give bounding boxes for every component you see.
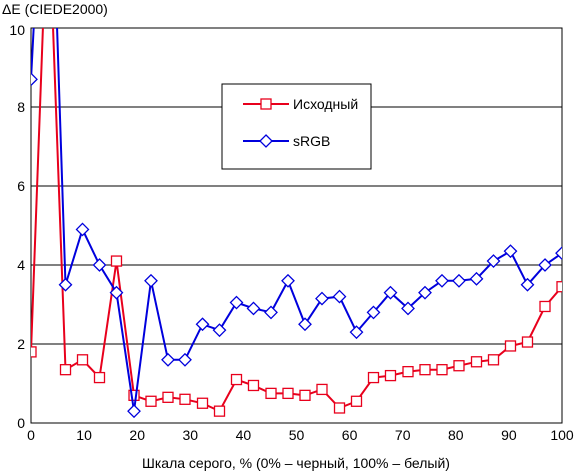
data-point <box>110 255 123 267</box>
x-axis-label: Шкала серого, % (0% – черный, 100% – бел… <box>142 455 450 471</box>
data-point <box>246 301 261 316</box>
y-tick-label: 8 <box>17 99 25 115</box>
data-point <box>212 323 227 338</box>
data-point <box>281 273 295 288</box>
y-tick-label: 6 <box>17 178 25 194</box>
data-point <box>179 393 191 405</box>
legend-marker-original <box>260 98 272 110</box>
data-point <box>229 295 244 310</box>
data-point <box>92 258 107 272</box>
legend-label-srgb: sRGB <box>293 133 330 149</box>
series-original <box>31 28 562 417</box>
data-point <box>435 273 449 288</box>
data-point <box>31 346 37 358</box>
data-point <box>504 340 517 352</box>
data-point <box>195 317 210 332</box>
x-tick-label: 80 <box>448 427 464 443</box>
x-tick-label: 10 <box>76 427 92 443</box>
data-point <box>333 402 346 414</box>
data-point <box>367 371 380 384</box>
series-layer <box>31 28 562 419</box>
data-point <box>58 277 73 292</box>
data-point <box>401 301 415 316</box>
data-point <box>436 364 448 376</box>
data-point <box>178 352 192 367</box>
data-point <box>93 371 106 384</box>
legend: Исходный sRGB <box>221 83 372 170</box>
data-point <box>384 369 397 382</box>
x-tick-label: 100 <box>550 427 574 443</box>
data-point <box>383 285 398 300</box>
data-point <box>161 352 175 367</box>
data-point <box>469 271 484 286</box>
data-point <box>452 273 466 288</box>
data-point <box>264 305 278 320</box>
data-point <box>127 404 141 419</box>
x-tick-label: 90 <box>501 427 517 443</box>
y-tick-label: 10 <box>9 22 25 38</box>
y-axis-label: ΔE (CIEDE2000) <box>2 1 108 17</box>
data-point <box>418 285 432 300</box>
data-point <box>298 317 312 332</box>
data-point <box>109 285 124 300</box>
data-point <box>470 356 483 368</box>
x-tick-label: 60 <box>342 427 358 443</box>
data-point <box>247 379 260 392</box>
data-point <box>265 387 277 400</box>
x-tick-label: 20 <box>129 427 145 443</box>
data-point <box>316 383 328 396</box>
data-point <box>299 389 311 402</box>
x-tick-label: 30 <box>183 427 199 443</box>
data-point <box>145 395 157 407</box>
data-point <box>556 281 562 293</box>
data-point <box>486 254 501 268</box>
data-point <box>213 405 226 417</box>
legend-box <box>221 83 372 170</box>
data-point <box>128 389 140 402</box>
data-point <box>76 354 89 366</box>
data-point <box>419 364 431 376</box>
data-point <box>539 300 551 313</box>
data-point <box>520 277 535 292</box>
data-point <box>332 289 347 304</box>
y-tick-label: 4 <box>17 257 25 273</box>
data-point <box>487 354 500 366</box>
data-point <box>350 395 363 407</box>
data-point <box>315 291 329 306</box>
data-point <box>144 273 158 288</box>
x-tick-label: 40 <box>236 427 252 443</box>
data-point <box>196 397 209 409</box>
series-srgb <box>31 28 562 419</box>
data-point <box>521 336 534 348</box>
data-point <box>453 360 465 372</box>
x-tick-label: 0 <box>27 427 35 443</box>
y-tick-label: 0 <box>17 415 25 431</box>
x-tick-label: 50 <box>289 427 305 443</box>
data-point <box>349 325 364 340</box>
y-tick-label: 2 <box>17 336 25 352</box>
legend-marker-srgb <box>259 134 273 148</box>
data-point <box>538 258 552 272</box>
data-point <box>230 373 243 386</box>
data-point <box>31 72 38 87</box>
data-point <box>555 246 562 261</box>
data-point <box>503 244 518 259</box>
data-point <box>75 222 90 237</box>
data-point <box>402 365 414 378</box>
data-point <box>282 387 294 400</box>
x-tick-label: 70 <box>395 427 411 443</box>
data-point <box>162 391 174 403</box>
data-point <box>366 305 381 320</box>
legend-label-original: Исходный <box>293 96 358 112</box>
data-point <box>59 364 72 376</box>
